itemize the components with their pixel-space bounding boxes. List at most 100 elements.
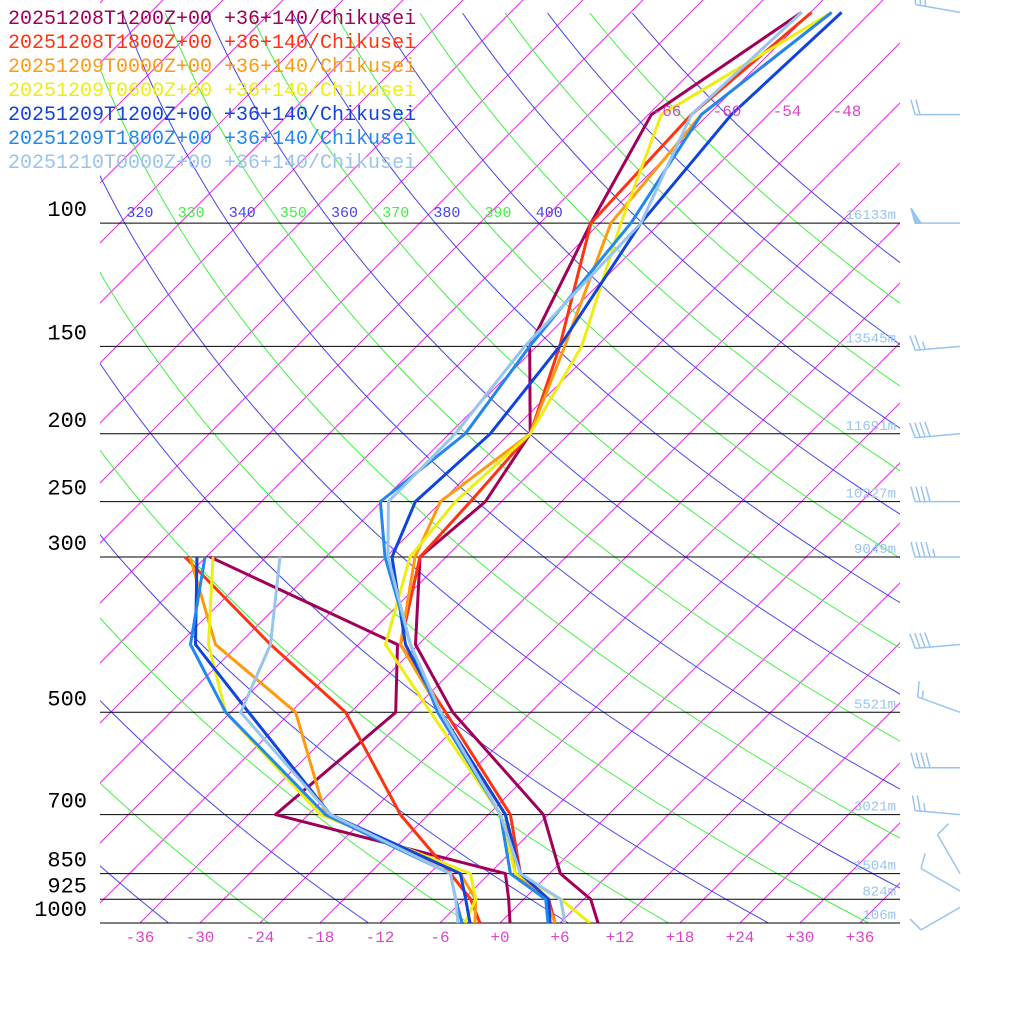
dry-adiabat [100, 699, 369, 923]
legend-entry: 20251208T1800Z+00 +36+140/Chikusei [8, 32, 416, 55]
barb-full [911, 795, 916, 811]
dewpoint-line [209, 555, 512, 923]
dry-adiabat [334, 12, 900, 559]
x-tick-label: -36 [126, 929, 155, 947]
temperature-line [384, 11, 833, 923]
dry-adiabat [504, 12, 900, 387]
isotherm [100, 0, 464, 364]
barb-full [915, 99, 921, 115]
height-label: 9049m [854, 542, 896, 558]
dry-adiabat [377, 12, 900, 515]
x-tick-label: -24 [246, 929, 275, 947]
barb-full [909, 335, 916, 351]
barb-half [921, 341, 926, 350]
barb-staff [915, 643, 961, 650]
height-label: 5521m [854, 697, 896, 713]
barb-full [910, 752, 916, 768]
barb-full [925, 541, 931, 558]
isotherm [199, 222, 900, 923]
dry-adiabat [207, 12, 900, 695]
barb-full [910, 99, 916, 115]
wind-barb [920, 853, 961, 892]
barb-full [919, 632, 926, 648]
legend-entry: 20251208T1200Z+00 +36+140/Chikusei [8, 8, 416, 31]
x-tick-label: -18 [306, 929, 335, 947]
wind-barb [909, 421, 961, 439]
y-tick-label: 300 [47, 532, 87, 557]
isotherm-label: -48 [833, 103, 862, 121]
isotherm [739, 762, 900, 923]
x-tick-label: +30 [786, 929, 815, 947]
barb-full [914, 633, 921, 649]
dry-adiabat [100, 174, 900, 889]
dry-adiabat [419, 12, 900, 472]
dry-adiabat [589, 12, 900, 304]
x-tick-label: +12 [606, 929, 635, 947]
wind-barb [909, 906, 961, 931]
dry-adiabat [632, 12, 900, 264]
dry-adiabat [100, 67, 900, 839]
dry-adiabat [100, 362, 769, 923]
isotherm [100, 0, 884, 784]
dry-adiabat [164, 12, 900, 742]
barb-full [909, 633, 916, 649]
isotherm [100, 0, 644, 544]
y-tick-label: 700 [47, 790, 87, 815]
x-tick-label: +6 [550, 929, 569, 947]
legend-entry: 20251209T0600Z+00 +36+140/Chikusei [8, 80, 416, 103]
dewpoint-line [239, 556, 460, 923]
adiabat-label: 350 [280, 205, 307, 222]
isotherm [100, 102, 900, 904]
barb-staff [917, 696, 961, 714]
legend: 20251208T1200Z+00 +36+140/Chikusei202512… [8, 8, 416, 175]
height-label: 10227m [846, 487, 896, 503]
isotherm [100, 42, 900, 844]
x-tick-label: +24 [726, 929, 755, 947]
adiabat-label: 320 [126, 205, 153, 222]
dry-adiabat [100, 449, 669, 923]
isotherm-label: -66 [653, 103, 682, 121]
barb-full [925, 752, 931, 768]
adiabat-label: 380 [433, 205, 460, 222]
isotherm [439, 462, 900, 923]
isotherm [100, 0, 284, 184]
barb-half [932, 548, 936, 558]
barb-half [924, 0, 927, 7]
x-tick-label: +18 [666, 929, 695, 947]
isotherm [679, 702, 900, 923]
barb-full [914, 0, 917, 5]
dry-adiabat [292, 12, 900, 604]
y-tick-label: 250 [47, 477, 87, 502]
isotherm [379, 402, 900, 923]
height-label: 3021m [854, 800, 896, 816]
barb-full [915, 752, 921, 768]
barb-staff [915, 809, 961, 816]
dry-adiabat [249, 12, 900, 649]
height-label: 13545m [846, 331, 896, 347]
barb-full [914, 334, 921, 351]
wind-barb [914, 0, 961, 14]
wind-barb [910, 486, 960, 503]
wind-barb [936, 823, 961, 874]
barb-full [925, 486, 931, 502]
isotherm-label: -60 [713, 103, 742, 121]
barb-full [920, 486, 926, 502]
isotherm [100, 0, 344, 244]
adiabat-label: 370 [382, 205, 409, 222]
isotherm-label: -54 [773, 103, 802, 121]
x-tick-label: -12 [366, 929, 395, 947]
barb-full [919, 0, 922, 6]
isotherm [499, 522, 900, 923]
wind-barb [910, 541, 960, 558]
dry-adiabat [122, 12, 900, 790]
wind-barb [909, 632, 961, 650]
wind-barb [910, 99, 960, 116]
y-tick-label: 850 [47, 849, 87, 874]
barb-half [923, 803, 926, 812]
barb-full [914, 422, 921, 438]
barb-flag [910, 207, 923, 224]
isotherm [100, 0, 764, 664]
adiabat-label: 360 [331, 205, 358, 222]
wind-barb [911, 795, 961, 816]
wind-barb [910, 207, 960, 224]
